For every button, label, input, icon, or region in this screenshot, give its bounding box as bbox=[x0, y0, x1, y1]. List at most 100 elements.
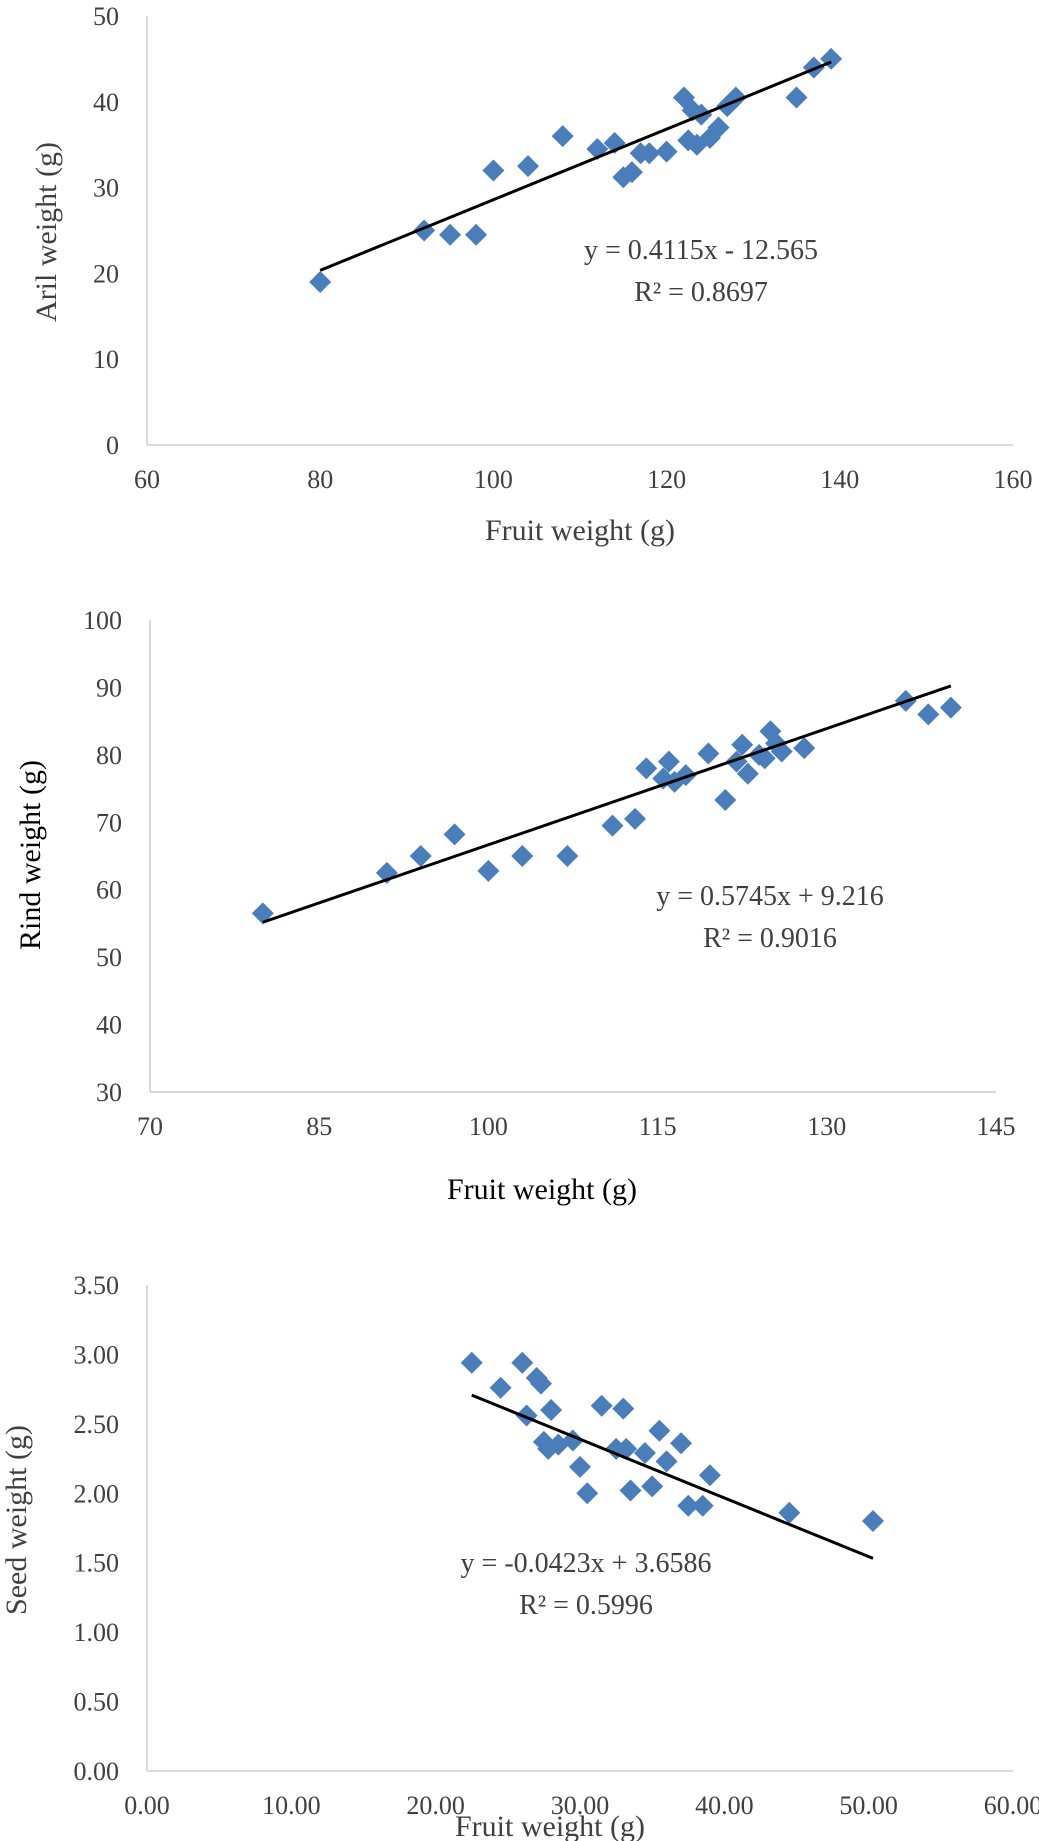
x-tick-labels: 0.00 10.00 20.00 30.00 40.00 50.00 60.00 bbox=[124, 1791, 1039, 1820]
y-tick-label: 70 bbox=[96, 808, 122, 837]
data-points bbox=[309, 47, 843, 293]
data-points bbox=[460, 1351, 884, 1533]
x-tick-label: 80 bbox=[307, 465, 333, 494]
trendline bbox=[262, 684, 952, 924]
y-tick-label: 2.00 bbox=[74, 1479, 120, 1508]
x-tick-label: 20.00 bbox=[406, 1791, 465, 1820]
data-point bbox=[556, 845, 579, 867]
x-axis-title: Fruit weight (g) bbox=[485, 514, 675, 547]
data-point bbox=[482, 159, 505, 182]
trendline-r2: R² = 0.5996 bbox=[519, 1590, 653, 1621]
y-tick-label: 0.50 bbox=[74, 1688, 120, 1717]
data-point bbox=[409, 845, 432, 867]
trendline-equation: y = 0.5745x + 9.216 bbox=[656, 881, 884, 912]
data-point bbox=[489, 1376, 512, 1399]
data-point bbox=[691, 1494, 714, 1517]
x-tick-label: 130 bbox=[807, 1112, 846, 1141]
data-point bbox=[778, 1501, 801, 1524]
data-point bbox=[601, 814, 624, 837]
data-point bbox=[477, 859, 500, 882]
data-point bbox=[576, 1482, 599, 1505]
aril-weight-chart: 60 80 100 120 140 160 0 10 20 30 40 50 y = 0.4115x… bbox=[30, 2, 1033, 547]
x-tick-label: 145 bbox=[977, 1112, 1016, 1141]
data-point bbox=[641, 1475, 664, 1498]
data-point bbox=[785, 86, 808, 109]
data-point bbox=[460, 1351, 483, 1374]
x-tick-label: 100 bbox=[469, 1112, 508, 1141]
x-tick-label: 50.00 bbox=[839, 1791, 898, 1820]
data-point bbox=[624, 807, 647, 830]
data-point bbox=[736, 762, 759, 785]
y-tick-label: 30 bbox=[93, 174, 119, 203]
data-point bbox=[707, 116, 730, 139]
trendline bbox=[471, 1393, 874, 1560]
y-tick-label: 50 bbox=[93, 2, 119, 31]
data-point bbox=[655, 1450, 678, 1473]
y-tick-label: 1.50 bbox=[74, 1549, 120, 1578]
y-tick-label: 1.00 bbox=[74, 1618, 120, 1647]
y-tick-label: 0.00 bbox=[74, 1757, 120, 1786]
data-point bbox=[648, 1419, 671, 1442]
y-axis-title: Rind weight (g) bbox=[14, 760, 47, 950]
data-point bbox=[540, 1398, 563, 1421]
trendline-equation: y = 0.4115x - 12.565 bbox=[584, 235, 818, 266]
x-tick-label: 40.00 bbox=[695, 1791, 754, 1820]
rind-weight-chart: 70 85 100 115 130 145 30 40 50 60 70 80 90 100 y = 0… bbox=[14, 606, 1016, 1206]
x-axis-title: Fruit weight (g) bbox=[455, 1810, 645, 1841]
x-tick-label: 70 bbox=[137, 1112, 163, 1141]
data-point bbox=[697, 742, 720, 765]
y-axis-title: Seed weight (g) bbox=[0, 1425, 33, 1615]
data-point bbox=[670, 1432, 693, 1455]
y-tick-labels: 0.00 0.50 1.00 1.50 2.00 2.50 3.00 3.50 bbox=[74, 1271, 120, 1786]
data-point bbox=[861, 1510, 884, 1533]
data-point bbox=[511, 1351, 534, 1374]
data-point bbox=[802, 56, 825, 79]
trendline bbox=[319, 60, 832, 272]
seed-weight-chart: 0.00 10.00 20.00 30.00 40.00 50.00 60.00 0.000… bbox=[0, 1271, 1039, 1841]
data-point bbox=[619, 1479, 642, 1502]
data-point bbox=[443, 823, 466, 846]
x-tick-label: 85 bbox=[306, 1112, 332, 1141]
y-tick-label: 60 bbox=[96, 876, 122, 905]
x-tick-labels: 60 80 100 120 140 160 bbox=[134, 465, 1033, 494]
data-point bbox=[633, 1442, 656, 1465]
y-tick-label: 50 bbox=[96, 943, 122, 972]
x-tick-label: 115 bbox=[639, 1112, 677, 1141]
x-tick-labels: 70 85 100 115 130 145 bbox=[137, 1112, 1016, 1141]
trendline-equation: y = -0.0423x + 3.6586 bbox=[461, 1548, 712, 1579]
data-point bbox=[677, 1494, 700, 1517]
data-point bbox=[655, 140, 678, 163]
y-tick-label: 10 bbox=[93, 345, 119, 374]
data-point bbox=[939, 696, 962, 719]
y-tick-labels: 0 10 20 30 40 50 bbox=[93, 2, 119, 460]
y-tick-label: 3.00 bbox=[74, 1340, 120, 1369]
y-tick-label: 90 bbox=[96, 673, 122, 702]
y-tick-label: 30 bbox=[96, 1078, 122, 1107]
data-point bbox=[657, 750, 680, 773]
y-tick-label: 20 bbox=[93, 259, 119, 288]
data-point bbox=[551, 125, 574, 148]
y-tick-label: 40 bbox=[96, 1011, 122, 1040]
data-point bbox=[511, 845, 534, 867]
data-point bbox=[612, 1397, 635, 1420]
trendline-r2: R² = 0.9016 bbox=[703, 923, 837, 954]
y-tick-label: 2.50 bbox=[74, 1410, 120, 1439]
data-point bbox=[698, 1464, 721, 1487]
data-point bbox=[530, 1372, 553, 1395]
data-point bbox=[569, 1455, 591, 1478]
data-point bbox=[517, 155, 540, 178]
x-tick-label: 100 bbox=[474, 465, 513, 494]
x-tick-label: 0.00 bbox=[124, 1791, 170, 1820]
y-tick-labels: 30 40 50 60 70 80 90 100 bbox=[83, 606, 122, 1107]
y-tick-label: 3.50 bbox=[74, 1271, 120, 1300]
x-axis-title: Fruit weight (g) bbox=[447, 1173, 637, 1206]
x-tick-label: 60 bbox=[134, 465, 160, 494]
data-point bbox=[635, 757, 658, 780]
data-point bbox=[620, 161, 643, 184]
x-tick-label: 140 bbox=[820, 465, 859, 494]
x-tick-label: 10.00 bbox=[262, 1791, 321, 1820]
data-point bbox=[590, 1394, 613, 1417]
data-point bbox=[439, 223, 462, 246]
data-point bbox=[917, 703, 940, 726]
